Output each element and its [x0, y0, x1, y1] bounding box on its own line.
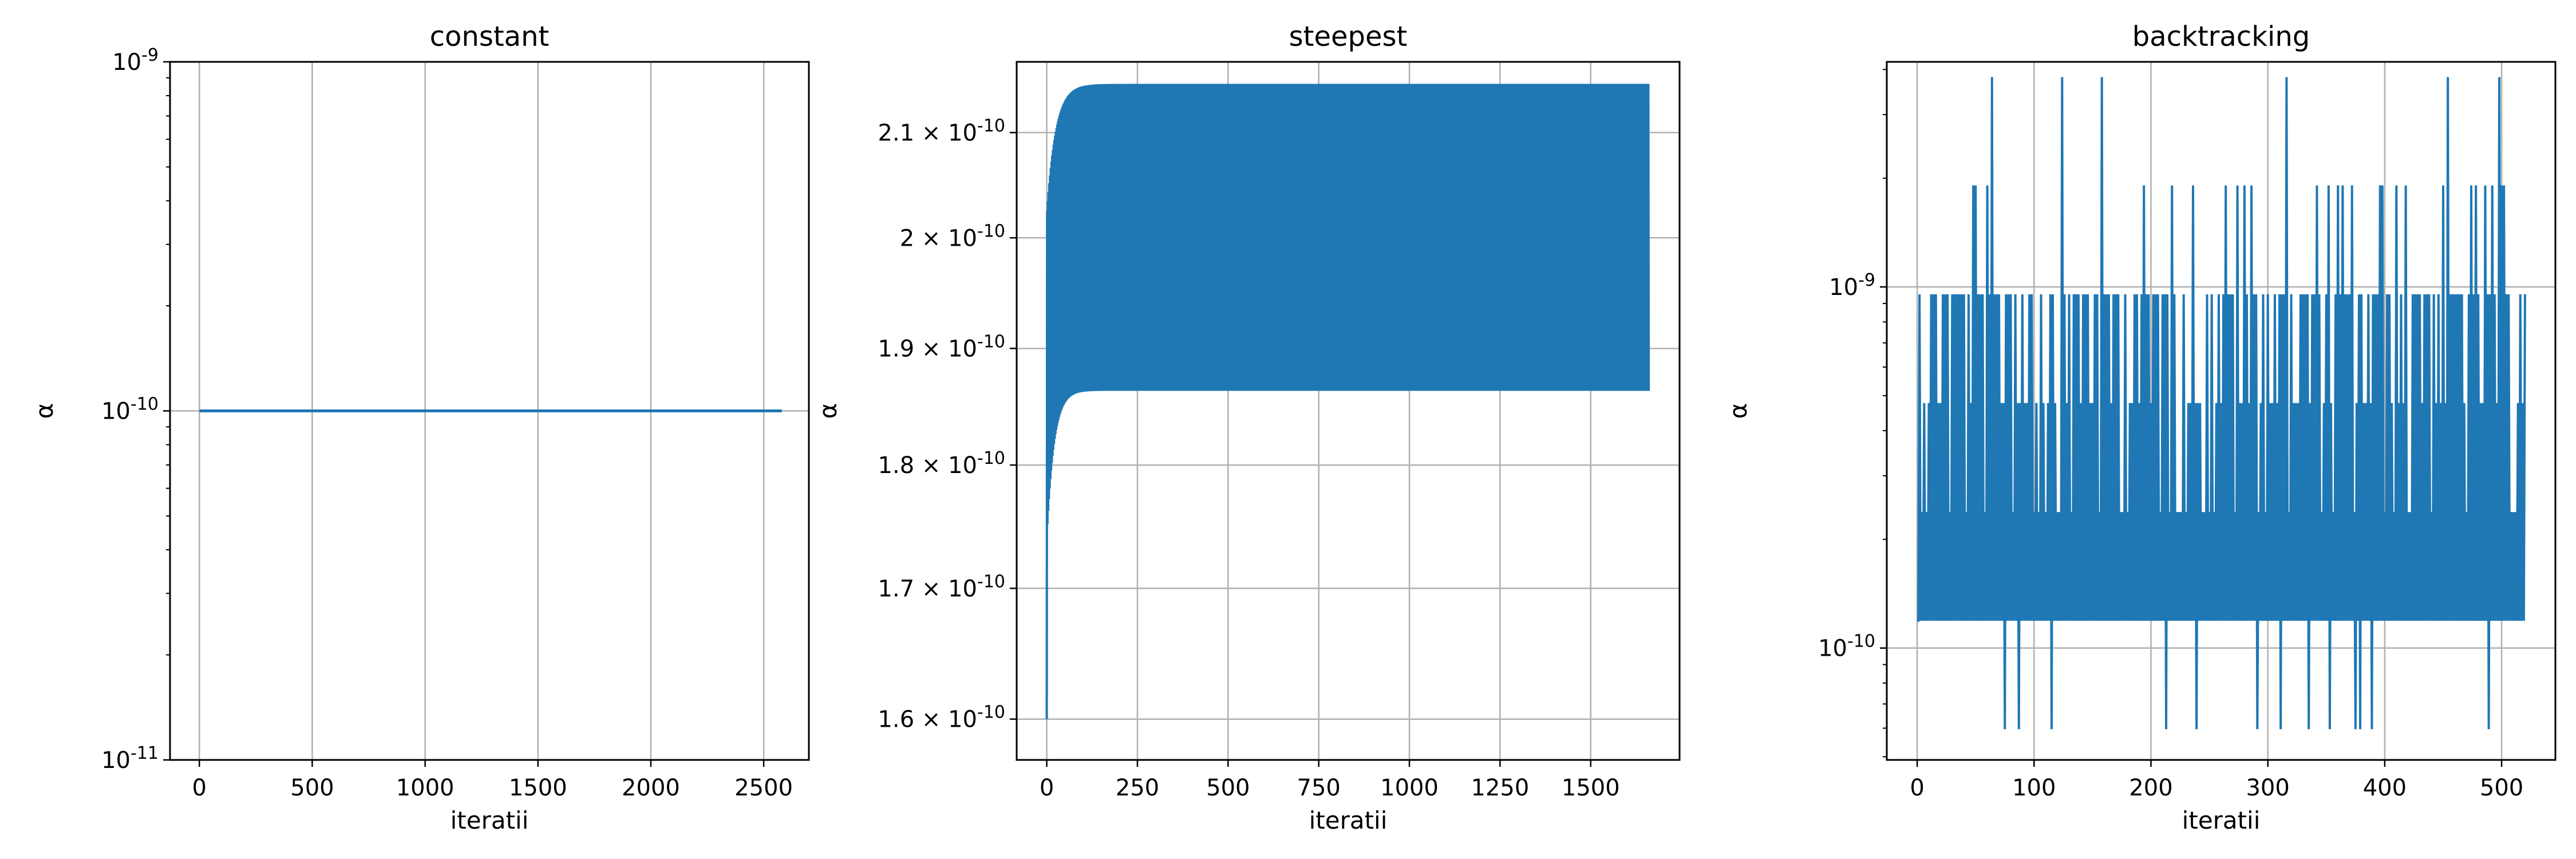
x-tick-label: 400: [2363, 775, 2407, 801]
axes-frame-backtracking: [1886, 61, 2557, 761]
x-tick-label: 200: [2129, 775, 2172, 801]
x-tick-label: 1000: [396, 775, 455, 801]
x-axis-label-backtracking: iteratii: [2182, 806, 2261, 834]
x-tick-label: 1250: [1471, 775, 1530, 801]
x-tick-label: 250: [1116, 775, 1159, 801]
y-tick-label: 1.8 × 10-10: [878, 448, 1005, 479]
x-axis-label-constant: iteratii: [451, 806, 529, 834]
x-axis-label-steepest: iteratii: [1309, 806, 1388, 834]
series-line: [1045, 84, 1650, 719]
x-tick-label: 500: [2480, 775, 2523, 801]
x-axis-backtracking: 0 100 200 300 400 500: [1910, 760, 2523, 801]
x-tick-label: 1000: [1380, 775, 1439, 801]
x-tick-label: 0: [1910, 775, 1924, 801]
x-tick-label: 500: [1206, 775, 1250, 801]
y-axis-label-backtracking: α: [1724, 403, 1752, 419]
plot-area-steepest: [1045, 84, 1650, 719]
x-tick-label: 2000: [622, 775, 680, 801]
x-tick-label: 0: [1040, 775, 1054, 801]
x-tick-label: 2500: [734, 775, 793, 801]
x-tick-label: 0: [192, 775, 207, 801]
x-tick-label: 300: [2246, 775, 2289, 801]
chart-title-steepest: steepest: [1289, 21, 1408, 53]
x-tick-label: 1500: [1562, 775, 1620, 801]
x-tick-label: 100: [2012, 775, 2056, 801]
x-tick-label: 500: [290, 775, 334, 801]
plot-area-backtracking: [1917, 77, 2526, 730]
chart-title-backtracking: backtracking: [2132, 21, 2310, 53]
y-axis-label-steepest: α: [814, 403, 842, 419]
x-tick-label: 1500: [509, 775, 567, 801]
x-tick-label: 750: [1297, 775, 1341, 801]
series-line: [1917, 77, 2526, 730]
x-axis-constant: 0 500 1000 1500 2000 2500: [192, 760, 793, 801]
chart-title-constant: constant: [430, 21, 550, 53]
y-axis-label-constant: α: [30, 403, 58, 419]
x-axis-steepest: 0 250 500 750 1000 1250 1500: [1040, 760, 1620, 801]
axes-frame-steepest: [1016, 61, 1681, 761]
